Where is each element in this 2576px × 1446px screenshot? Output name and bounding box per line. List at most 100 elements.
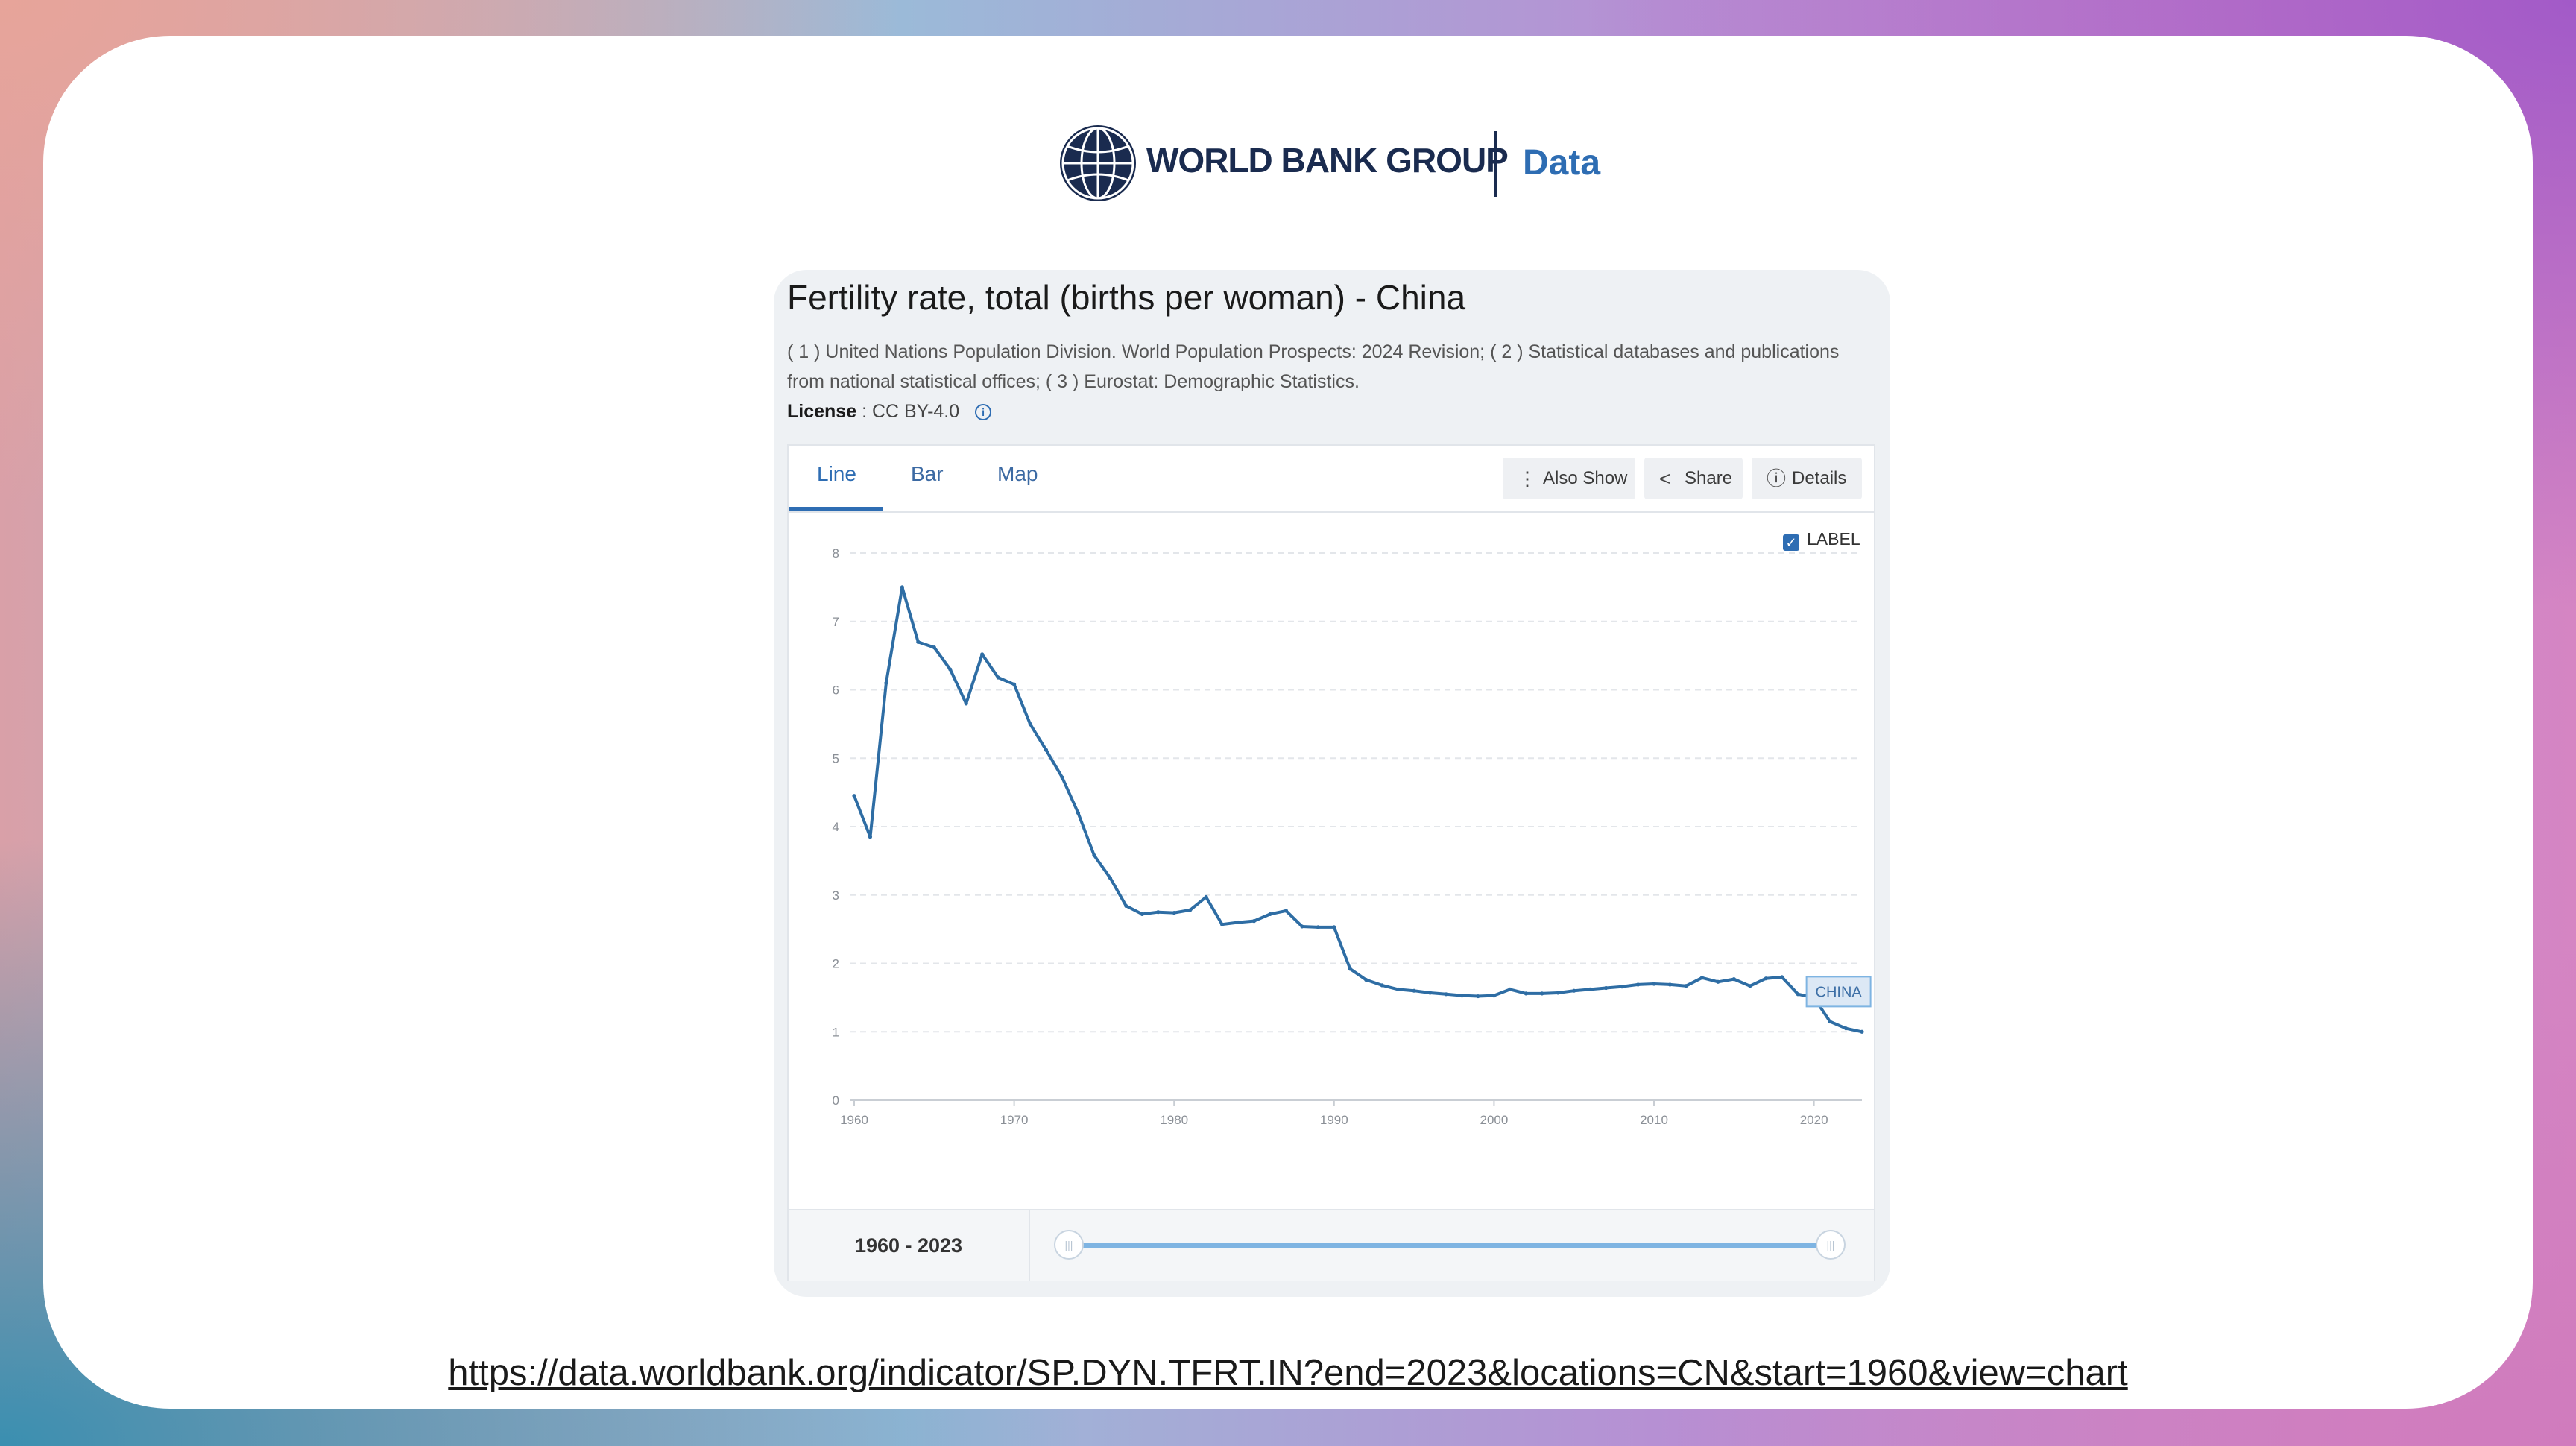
data-point [1540, 991, 1544, 996]
world-bank-globe-icon [1060, 125, 1136, 201]
data-point [1748, 984, 1752, 988]
license-label: License [787, 401, 857, 422]
data-point [1364, 977, 1368, 982]
data-point [1268, 912, 1272, 917]
active-tab-indicator [789, 507, 883, 511]
data-point [852, 794, 856, 798]
data-point [1444, 992, 1448, 997]
also-show-label: Also Show [1543, 468, 1628, 488]
data-point [868, 835, 873, 839]
data-point [1204, 894, 1208, 900]
data-point [948, 667, 953, 672]
range-slider-track[interactable] [1072, 1243, 1831, 1248]
data-point [1380, 983, 1384, 988]
label-toggle[interactable]: ✓ LABEL [1783, 529, 1860, 551]
data-point [1332, 925, 1336, 929]
details-button[interactable]: ⓘ Details [1752, 458, 1862, 499]
y-tick-label: 8 [833, 546, 839, 561]
data-point [1124, 903, 1128, 909]
data-point [996, 675, 1000, 680]
tab-map[interactable]: Map [997, 462, 1038, 485]
data-point [980, 652, 985, 657]
chart-panel: Fertility rate, total (births per woman)… [774, 270, 1890, 1297]
also-show-button[interactable]: ⋮ Also Show [1503, 458, 1635, 499]
data-point [1572, 988, 1576, 993]
data-point [1251, 919, 1257, 924]
data-point [1604, 985, 1609, 991]
x-tick-label: 1990 [1320, 1113, 1348, 1127]
data-point [1652, 982, 1656, 986]
data-point [1684, 984, 1688, 988]
visualization-box: Line Bar Map ⋮ Also Show < Share ⓘ Detai… [787, 444, 1875, 1281]
share-button[interactable]: < Share [1644, 458, 1743, 499]
y-tick-label: 1 [833, 1025, 839, 1039]
data-point [1828, 1019, 1832, 1024]
x-tick-label: 2020 [1800, 1113, 1828, 1127]
year-range-label: 1960 - 2023 [789, 1210, 1030, 1281]
data-point [1172, 911, 1176, 915]
x-tick-label: 1980 [1160, 1113, 1188, 1127]
y-tick-label: 6 [833, 683, 839, 698]
slide-card: WORLD BANK GROUP Data Fertility rate, to… [43, 36, 2533, 1409]
y-tick-label: 3 [833, 888, 839, 903]
checkbox-checked-icon[interactable]: ✓ [1783, 534, 1799, 551]
series-label-box [1805, 976, 1872, 1008]
tab-line[interactable]: Line [817, 462, 856, 485]
y-tick-label: 4 [833, 820, 839, 834]
data-point [1044, 748, 1049, 752]
data-point [1764, 976, 1768, 981]
logo-divider [1494, 131, 1497, 197]
data-point [1508, 987, 1512, 991]
share-label: Share [1685, 468, 1733, 488]
data-point [1731, 977, 1736, 982]
data-point [1716, 979, 1720, 984]
data-point [1092, 853, 1096, 858]
data-point [916, 640, 921, 644]
y-tick-label: 0 [833, 1093, 839, 1108]
data-point [1620, 985, 1624, 989]
data-point [1156, 910, 1161, 915]
x-tick-label: 1970 [1000, 1113, 1029, 1127]
license-row: License : CC BY-4.0 i [787, 401, 992, 423]
data-point [1427, 991, 1433, 995]
data-point [1491, 994, 1497, 998]
info-icon[interactable]: i [975, 404, 992, 420]
data-point [900, 585, 904, 590]
data-point [1060, 775, 1064, 780]
data-point [1843, 1026, 1849, 1031]
view-tabs: Line Bar Map ⋮ Also Show < Share ⓘ Detai… [789, 446, 1874, 513]
data-point [884, 681, 888, 685]
share-icon: < [1659, 467, 1671, 490]
data-point [1524, 991, 1528, 996]
data-point [1140, 912, 1144, 917]
data-point [1300, 924, 1304, 929]
y-tick-label: 7 [833, 615, 839, 629]
license-value: : CC BY-4.0 [862, 401, 960, 422]
range-end-handle[interactable]: ||| [1816, 1230, 1846, 1260]
data-point [1796, 992, 1800, 997]
label-toggle-text: LABEL [1807, 529, 1860, 549]
details-label: Details [1792, 468, 1847, 488]
series-line-china [853, 585, 1863, 1034]
data-point [1348, 967, 1352, 971]
more-vertical-icon: ⋮ [1518, 467, 1537, 490]
tab-bar[interactable]: Bar [911, 462, 944, 485]
data-point [1219, 922, 1225, 926]
x-tick-label: 2010 [1640, 1113, 1668, 1127]
data-point [964, 701, 968, 706]
brand-name: WORLD BANK GROUP [1146, 141, 1509, 180]
data-point [1459, 994, 1465, 998]
data-point [1860, 1029, 1864, 1034]
info-circle-icon: ⓘ [1767, 467, 1787, 490]
sources-text: ( 1 ) United Nations Population Division… [787, 341, 1840, 392]
data-point [1635, 982, 1641, 987]
data-point [1588, 987, 1592, 991]
source-url-link[interactable]: https://data.worldbank.org/indicator/SP.… [448, 1353, 2128, 1393]
data-point [1780, 975, 1784, 979]
data-point [1412, 988, 1416, 993]
range-start-handle[interactable]: ||| [1054, 1230, 1084, 1260]
x-tick-label: 2000 [1480, 1113, 1508, 1127]
year-range-bar: 1960 - 2023 ||| ||| [789, 1209, 1874, 1281]
y-tick-label: 2 [833, 957, 839, 971]
data-point [932, 645, 936, 650]
